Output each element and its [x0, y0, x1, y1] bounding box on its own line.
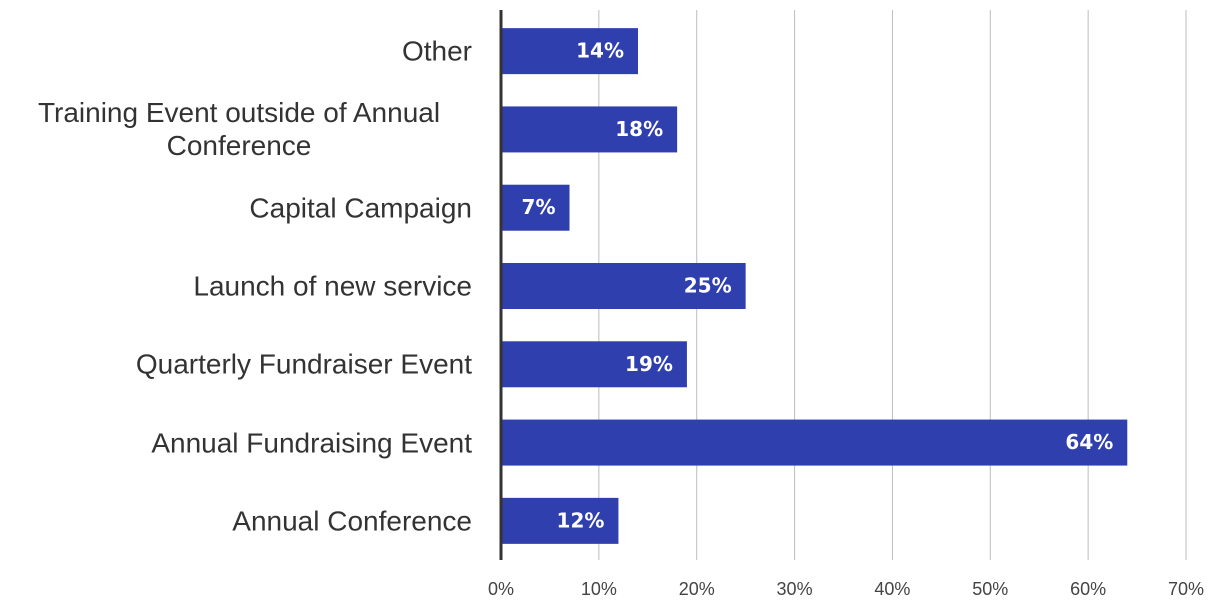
- bar: [501, 497, 619, 544]
- x-tick-label: 0%: [488, 579, 514, 599]
- bar: [501, 341, 687, 388]
- bar: [501, 419, 1128, 466]
- x-tick-label: 40%: [874, 579, 910, 599]
- bar: [501, 106, 678, 153]
- y-tick-label: Annual Fundraising Event: [151, 427, 472, 459]
- value-label: 64%: [1065, 430, 1113, 454]
- x-tick-label: 60%: [1070, 579, 1106, 599]
- x-tick-label: 30%: [777, 579, 813, 599]
- value-label: 12%: [557, 508, 605, 532]
- y-tick-label: Annual Conference: [232, 505, 472, 537]
- y-tick-label: Quarterly Fundraiser Event: [135, 348, 472, 380]
- value-label: 18%: [615, 117, 663, 141]
- value-label: 19%: [625, 352, 673, 376]
- bar: [501, 184, 570, 231]
- value-label: 7%: [522, 195, 556, 219]
- value-label: 25%: [684, 274, 732, 298]
- x-tick-label: 50%: [972, 579, 1008, 599]
- x-tick-label: 70%: [1168, 579, 1204, 599]
- y-tick-label: Other: [401, 35, 472, 67]
- y-tick-label: Capital Campaign: [249, 192, 472, 224]
- y-tick-label: Launch of new service: [193, 270, 472, 302]
- y-tick-label: Training Event outside of Annual Confere…: [37, 97, 441, 162]
- bar: [501, 28, 638, 75]
- value-label: 14%: [576, 39, 624, 63]
- bar: [501, 263, 746, 309]
- x-tick-label: 20%: [679, 579, 715, 599]
- x-tick-label: 10%: [581, 579, 617, 599]
